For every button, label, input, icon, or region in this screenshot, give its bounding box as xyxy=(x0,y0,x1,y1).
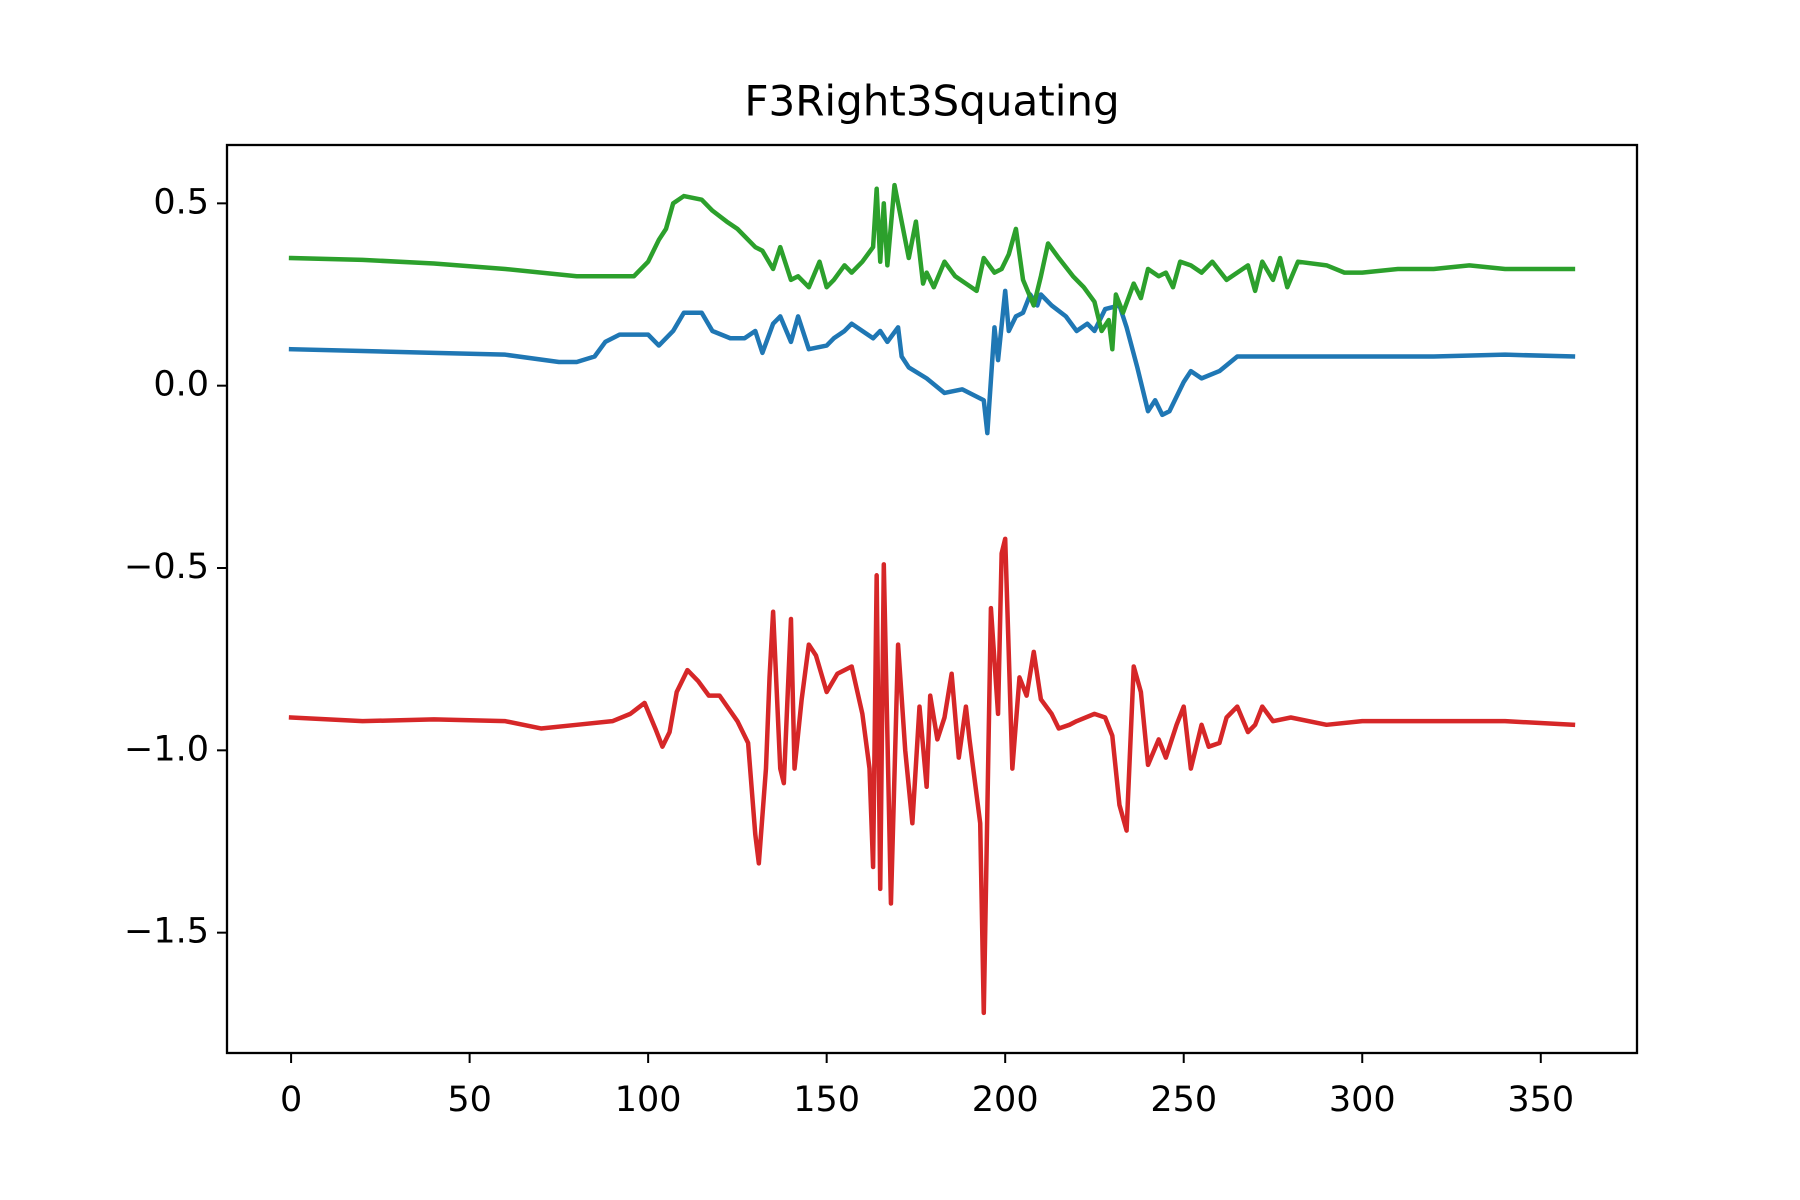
x-tick-label: 0 xyxy=(280,1080,302,1120)
data-line xyxy=(288,182,1576,352)
y-tick-label: −1.5 xyxy=(124,912,209,952)
data-line xyxy=(288,288,1576,436)
x-tick-label: 200 xyxy=(972,1080,1039,1120)
axes-frame xyxy=(225,143,1639,1055)
x-tick-label: 150 xyxy=(793,1080,860,1120)
x-tick-label: 100 xyxy=(615,1080,682,1120)
x-tick-label: 350 xyxy=(1507,1080,1574,1120)
y-tick-label: 0.5 xyxy=(153,182,209,222)
chart-title: F3Right3Squating xyxy=(744,77,1119,126)
y-tick-label: −1.0 xyxy=(124,729,209,769)
x-tick-label: 250 xyxy=(1150,1080,1217,1120)
data-line xyxy=(288,536,1576,1016)
x-tick-label: 300 xyxy=(1329,1080,1396,1120)
plot-area xyxy=(288,182,1576,1016)
y-tick-label: 0.0 xyxy=(153,365,209,405)
y-tick-label: −0.5 xyxy=(124,547,209,587)
x-tick-label: 50 xyxy=(447,1080,492,1120)
